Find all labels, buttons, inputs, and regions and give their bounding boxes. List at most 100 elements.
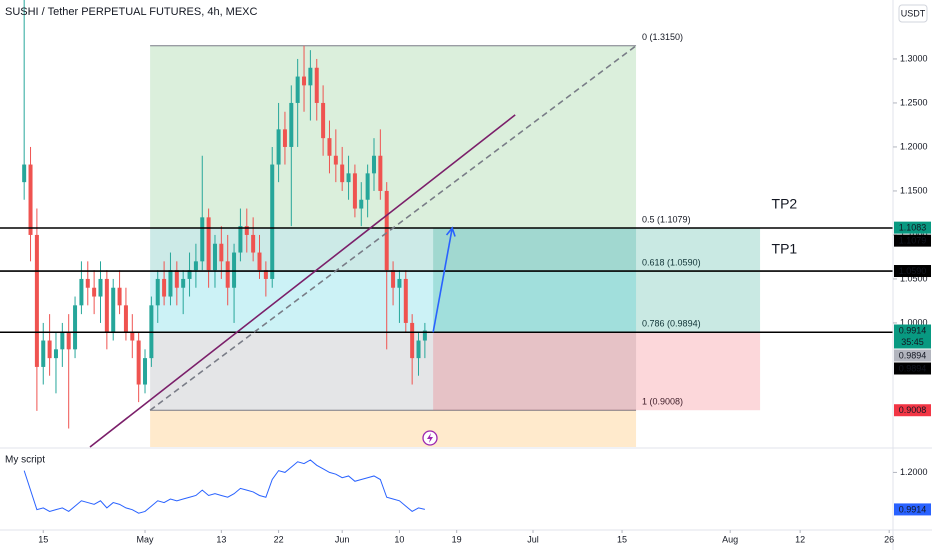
candle-body bbox=[193, 261, 198, 271]
y-tick-label: 1.1500 bbox=[900, 185, 928, 195]
candle-body bbox=[346, 173, 351, 183]
fib-zone bbox=[150, 410, 637, 447]
x-tick-label: May bbox=[137, 534, 155, 544]
arrow-line bbox=[432, 227, 454, 333]
candle-body bbox=[219, 243, 224, 262]
candle-body bbox=[22, 164, 27, 183]
fib-level-label: 0.618 (1.0590) bbox=[642, 257, 701, 267]
trend-line bbox=[149, 45, 637, 411]
indicator-badge bbox=[894, 503, 931, 516]
candle-body bbox=[327, 138, 332, 156]
price-badge-label: 1.0590 bbox=[899, 266, 927, 276]
fib-level-label: 0.5 (1.1079) bbox=[642, 214, 691, 224]
price-badge-label: 0.9894 bbox=[899, 363, 927, 373]
price-badge-label: 1.1079 bbox=[899, 236, 927, 246]
currency-label: USDT bbox=[901, 8, 926, 18]
candle-body bbox=[295, 76, 300, 103]
price-badge bbox=[894, 324, 931, 349]
candle-body bbox=[130, 331, 135, 341]
x-tick-label: 15 bbox=[38, 534, 48, 544]
candle-body bbox=[232, 252, 237, 288]
candle-body bbox=[321, 102, 326, 139]
candle-body bbox=[73, 305, 78, 350]
candle-body bbox=[422, 330, 427, 341]
indicator-badge-label: 0.9914 bbox=[899, 504, 927, 514]
candle-body bbox=[85, 278, 90, 288]
price-badge-label: 0.9914 bbox=[899, 325, 927, 335]
candle-body bbox=[397, 278, 402, 288]
fib-level-label: 0.786 (0.9894) bbox=[642, 319, 701, 329]
x-tick-label: 26 bbox=[884, 534, 894, 544]
candle-body bbox=[384, 190, 389, 271]
candle-body bbox=[34, 234, 39, 367]
candle-body bbox=[143, 358, 148, 385]
candle-body bbox=[47, 340, 52, 359]
candle-body bbox=[410, 322, 415, 359]
x-tick-label: 15 bbox=[617, 534, 627, 544]
candle-body bbox=[244, 226, 249, 235]
fib-level-label: 0 (1.3150) bbox=[642, 32, 683, 42]
candle-body bbox=[187, 270, 192, 279]
candle-body bbox=[403, 278, 408, 323]
countdown: 35:45 bbox=[901, 337, 924, 347]
trend-line bbox=[89, 114, 516, 448]
candle-body bbox=[92, 287, 97, 297]
candle-body bbox=[104, 278, 109, 332]
price-badge-label: 0.9894 bbox=[899, 350, 927, 360]
price-badge bbox=[894, 265, 931, 278]
alert-bolt bbox=[427, 433, 433, 443]
price-badge-label: 0.9008 bbox=[899, 405, 927, 415]
loss-zone bbox=[433, 332, 761, 411]
y-tick-label: 1.2000 bbox=[900, 141, 928, 151]
candle-body bbox=[378, 155, 383, 191]
x-tick-label: 12 bbox=[795, 534, 805, 544]
candle-body bbox=[162, 278, 167, 297]
candle-body bbox=[136, 340, 141, 385]
candle-body bbox=[289, 102, 294, 147]
fib-zone bbox=[150, 45, 637, 228]
y-tick-label: 1.1000 bbox=[900, 229, 928, 239]
y-tick-label: 1.0000 bbox=[900, 317, 928, 327]
price-badge bbox=[894, 362, 931, 375]
candle-body bbox=[117, 287, 122, 306]
candle-body bbox=[276, 129, 281, 165]
candle-body bbox=[314, 67, 319, 103]
x-tick-label: 19 bbox=[452, 534, 462, 544]
candle-body bbox=[41, 340, 46, 367]
currency-button[interactable] bbox=[898, 4, 928, 23]
candle-body bbox=[181, 278, 186, 288]
price-pane: 0 (1.3150) 0.5 (1.1079) 0.618 (1.0590) 0.78… bbox=[0, 0, 893, 448]
arrow-head bbox=[445, 226, 456, 237]
alert-icon[interactable] bbox=[422, 430, 438, 446]
candle-body bbox=[200, 217, 205, 262]
candle-body bbox=[206, 217, 211, 271]
x-tick-label: 13 bbox=[216, 534, 226, 544]
candle-body bbox=[66, 331, 71, 350]
candle-body bbox=[79, 278, 84, 306]
chart-title: SUSHI / Tether PERPETUAL FUTURES, 4h, ME… bbox=[5, 6, 258, 18]
price-badge bbox=[894, 349, 931, 362]
price-badge bbox=[894, 234, 931, 247]
y-tick-label: 1.0500 bbox=[900, 273, 928, 283]
candle-body bbox=[371, 155, 376, 174]
candle-body bbox=[263, 270, 268, 279]
y-tick-label: 1.2500 bbox=[900, 97, 928, 107]
candle-body bbox=[359, 199, 364, 209]
annotation: TP2 bbox=[772, 196, 798, 212]
candle-body bbox=[155, 278, 160, 306]
candle-body bbox=[270, 164, 275, 279]
candle-body bbox=[282, 129, 287, 147]
candle-body bbox=[225, 261, 230, 288]
x-tick-label: Aug bbox=[722, 534, 738, 544]
candle-body bbox=[416, 340, 421, 359]
price-badge bbox=[894, 404, 931, 417]
candle-body bbox=[333, 155, 338, 165]
y-tick-label: 1.3000 bbox=[900, 53, 928, 63]
candle-body bbox=[98, 278, 103, 297]
candle-body bbox=[111, 287, 116, 332]
fib-zone bbox=[150, 332, 637, 411]
candle-body bbox=[352, 173, 357, 209]
indicator-line bbox=[23, 459, 425, 514]
